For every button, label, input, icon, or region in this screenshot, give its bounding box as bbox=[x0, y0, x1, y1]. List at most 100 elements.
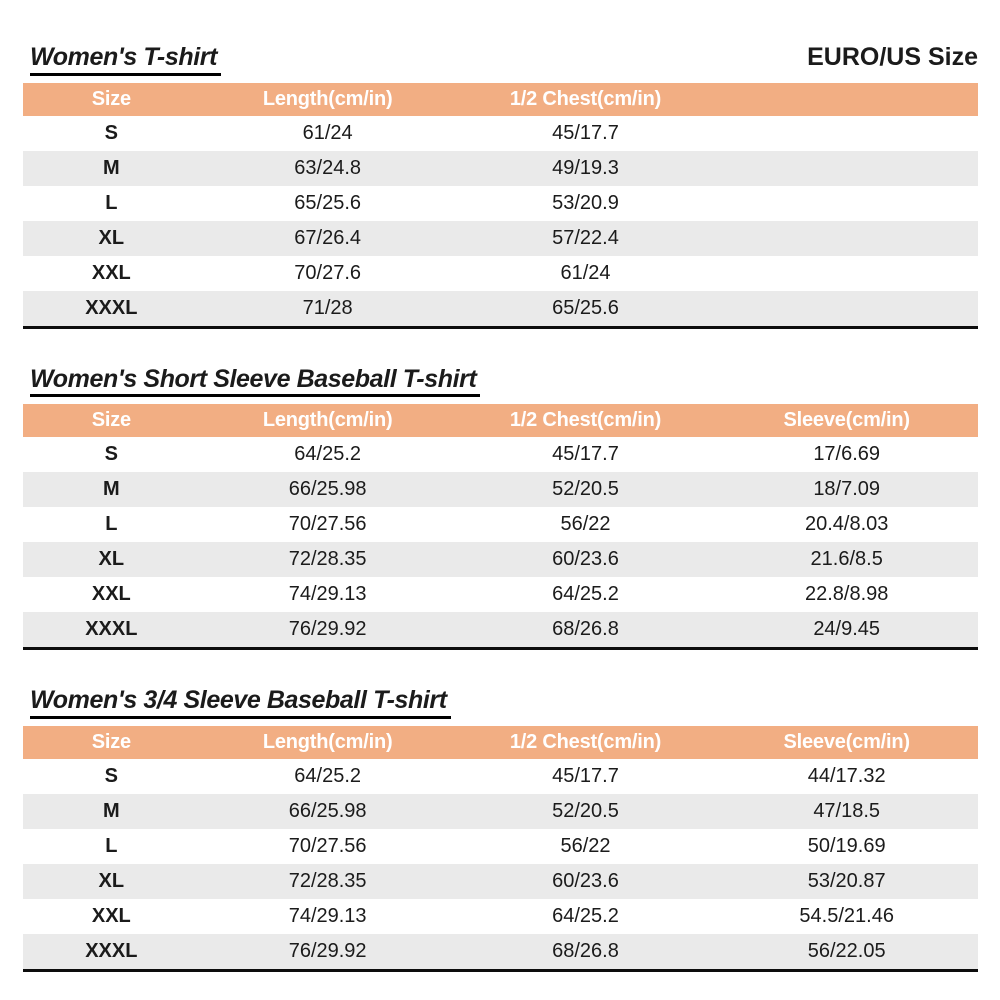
section-title-three-quarter-sleeve-baseball: Women's 3/4 Sleeve Baseball T-shirt bbox=[30, 686, 451, 719]
table-row: XXXL 76/29.92 68/26.8 24/9.45 bbox=[23, 612, 978, 649]
cell-sleeve: 47/18.5 bbox=[813, 799, 881, 822]
cell-chest: 56/22 bbox=[560, 834, 611, 857]
cell-sleeve: 54.5/21.46 bbox=[799, 904, 894, 927]
cell-empty bbox=[715, 256, 978, 291]
cell-length: 74/29.13 bbox=[288, 904, 367, 927]
cell-chest: 57/22.4 bbox=[552, 226, 619, 249]
cell-chest: 65/25.6 bbox=[552, 296, 619, 319]
table-row: XXXL 71/28 65/25.6 bbox=[23, 290, 978, 328]
cell-length: 72/28.35 bbox=[288, 869, 367, 892]
cell-sleeve: 18/7.09 bbox=[813, 478, 881, 500]
cell-length: 72/28.35 bbox=[288, 548, 367, 570]
column-header-size: Size bbox=[23, 725, 200, 759]
column-header-empty bbox=[715, 82, 978, 116]
cell-chest: 52/20.5 bbox=[552, 799, 619, 822]
column-header-length: Length(cm/in) bbox=[199, 404, 456, 437]
table-header-row: Size Length(cm/in) 1/2 Chest(cm/in) Slee… bbox=[23, 725, 978, 759]
cell-sleeve: 56/22.05 bbox=[807, 939, 886, 962]
cell-size: XXL bbox=[91, 583, 131, 605]
womens-tshirt-table: Size Length(cm/in) 1/2 Chest(cm/in) S 61… bbox=[23, 82, 978, 329]
column-header-sleeve: Sleeve(cm/in) bbox=[715, 404, 978, 437]
cell-size: XXL bbox=[91, 261, 131, 284]
table-header-row: Size Length(cm/in) 1/2 Chest(cm/in) bbox=[23, 82, 978, 116]
column-header-size: Size bbox=[23, 82, 200, 116]
table-row: S 64/25.2 45/17.7 17/6.69 bbox=[23, 437, 978, 472]
table-row: L 65/25.6 53/20.9 bbox=[23, 186, 978, 221]
cell-length: 70/27.56 bbox=[288, 513, 367, 535]
column-header-length: Length(cm/in) bbox=[199, 725, 456, 759]
cell-length: 76/29.92 bbox=[288, 939, 367, 962]
cell-length: 74/29.13 bbox=[288, 583, 367, 605]
cell-sleeve: 44/17.32 bbox=[807, 764, 886, 787]
cell-chest: 64/25.2 bbox=[552, 904, 619, 927]
table-row: M 66/25.98 52/20.5 18/7.09 bbox=[23, 472, 978, 507]
cell-size: M bbox=[103, 478, 120, 500]
cell-length: 64/25.2 bbox=[294, 443, 361, 465]
cell-size: XL bbox=[98, 869, 125, 892]
cell-size: M bbox=[103, 799, 120, 822]
table-row: XL 67/26.4 57/22.4 bbox=[23, 220, 978, 256]
cell-chest: 52/20.5 bbox=[552, 478, 619, 500]
cell-size: L bbox=[105, 191, 118, 214]
cell-chest: 61/24 bbox=[560, 261, 611, 284]
cell-size: XL bbox=[98, 548, 125, 570]
size-standard-label: EURO/US Size bbox=[807, 43, 978, 71]
cell-size: M bbox=[103, 156, 120, 179]
cell-length: 67/26.4 bbox=[294, 226, 361, 249]
cell-size: XL bbox=[98, 226, 125, 249]
table-row: M 66/25.98 52/20.5 47/18.5 bbox=[23, 793, 978, 829]
cell-size: L bbox=[105, 834, 118, 857]
table-row: L 70/27.56 56/22 50/19.69 bbox=[23, 829, 978, 864]
cell-sleeve: 17/6.69 bbox=[813, 443, 881, 465]
cell-sleeve: 53/20.87 bbox=[807, 869, 886, 892]
cell-chest: 45/17.7 bbox=[552, 121, 619, 144]
cell-length: 70/27.6 bbox=[294, 261, 361, 284]
cell-sleeve: 50/19.69 bbox=[807, 834, 886, 857]
cell-chest: 60/23.6 bbox=[552, 869, 619, 892]
cell-empty bbox=[715, 291, 978, 328]
table-row: L 70/27.56 56/22 20.4/8.03 bbox=[23, 507, 978, 542]
table-row: S 64/25.2 45/17.7 44/17.32 bbox=[23, 759, 978, 794]
table-row: XXL 74/29.13 64/25.2 22.8/8.98 bbox=[23, 577, 978, 612]
cell-sleeve: 20.4/8.03 bbox=[804, 513, 889, 535]
cell-empty bbox=[715, 151, 978, 186]
cell-length: 66/25.98 bbox=[288, 478, 367, 500]
cell-empty bbox=[715, 221, 978, 256]
cell-size: XXXL bbox=[85, 939, 138, 962]
cell-length: 63/24.8 bbox=[294, 156, 361, 179]
table-row: XXL 70/27.6 61/24 bbox=[23, 256, 978, 291]
cell-chest: 49/19.3 bbox=[552, 156, 619, 179]
cell-length: 64/25.2 bbox=[294, 764, 361, 787]
cell-length: 66/25.98 bbox=[288, 799, 367, 822]
cell-size: XXXL bbox=[85, 618, 138, 640]
column-header-size: Size bbox=[23, 404, 200, 437]
table-row: XXXL 76/29.92 68/26.8 56/22.05 bbox=[23, 933, 978, 970]
cell-length: 76/29.92 bbox=[288, 618, 367, 640]
table-row: XL 72/28.35 60/23.6 53/20.87 bbox=[23, 863, 978, 899]
section-title-womens-tshirt: Women's T-shirt bbox=[30, 43, 222, 76]
cell-size: S bbox=[104, 443, 118, 465]
cell-sleeve: 21.6/8.5 bbox=[810, 548, 883, 570]
cell-chest: 60/23.6 bbox=[552, 548, 619, 570]
column-header-chest: 1/2 Chest(cm/in) bbox=[455, 82, 716, 116]
cell-length: 61/24 bbox=[302, 121, 353, 144]
section-title-row: Women's Short Sleeve Baseball T-shirt bbox=[23, 365, 978, 397]
cell-sleeve: 24/9.45 bbox=[813, 618, 881, 640]
table-row: XL 72/28.35 60/23.6 21.6/8.5 bbox=[23, 542, 978, 577]
section-title-row: Women's T-shirt EURO/US Size bbox=[23, 43, 978, 76]
cell-size: XXXL bbox=[85, 296, 138, 319]
table-row: S 61/24 45/17.7 bbox=[23, 116, 978, 151]
cell-size: S bbox=[104, 764, 118, 787]
cell-chest: 68/26.8 bbox=[552, 939, 619, 962]
table-header-row: Size Length(cm/in) 1/2 Chest(cm/in) Slee… bbox=[23, 404, 978, 437]
cell-empty bbox=[715, 186, 978, 221]
cell-length: 71/28 bbox=[302, 296, 353, 319]
cell-chest: 53/20.9 bbox=[552, 191, 619, 214]
section-womens-tshirt: Women's T-shirt EURO/US Size Size Length… bbox=[23, 43, 978, 329]
cell-chest: 45/17.7 bbox=[552, 443, 619, 465]
column-header-sleeve: Sleeve(cm/in) bbox=[715, 725, 978, 759]
cell-length: 65/25.6 bbox=[294, 191, 361, 214]
section-title-short-sleeve-baseball: Women's Short Sleeve Baseball T-shirt bbox=[30, 365, 481, 397]
table-row: XXL 74/29.13 64/25.2 54.5/21.46 bbox=[23, 899, 978, 934]
cell-length: 70/27.56 bbox=[288, 834, 367, 857]
